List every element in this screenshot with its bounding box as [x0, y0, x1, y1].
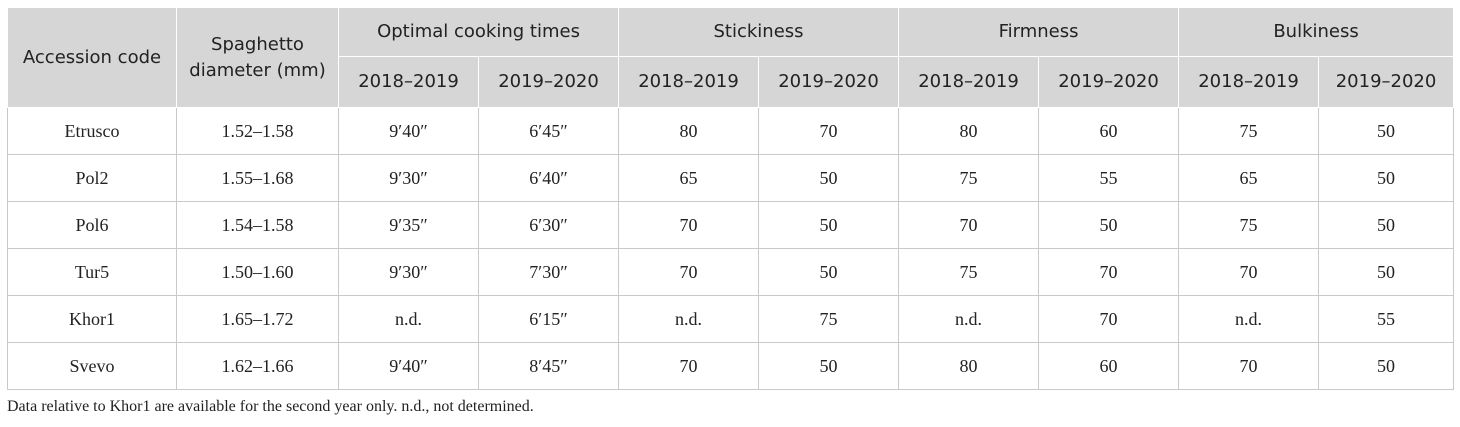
cell-bulkiness-2019: 50 — [1318, 154, 1455, 202]
cell-stickiness-2019: 70 — [758, 107, 900, 155]
table-body: Etrusco 1.52–1.58 9′40″ 6′45″ 80 70 80 6… — [7, 107, 1455, 390]
cell-firmness-2018: 80 — [898, 107, 1040, 155]
cell-bulkiness-2019: 55 — [1318, 295, 1455, 343]
cell-stickiness-2018: 80 — [618, 107, 760, 155]
cell-bulkiness-2018: 75 — [1178, 201, 1320, 249]
header-year: 2019–2020 — [758, 56, 900, 108]
cell-diameter: 1.52–1.58 — [176, 107, 339, 155]
cell-bulkiness-2019: 50 — [1318, 248, 1455, 296]
cell-cooking-2019: 6′45″ — [477, 107, 620, 155]
cell-stickiness-2019: 50 — [758, 342, 900, 390]
cell-bulkiness-2018: n.d. — [1178, 295, 1320, 343]
cell-bulkiness-2019: 50 — [1318, 107, 1455, 155]
header-row-years: 2018–2019 2019–2020 2018–2019 2019–2020 … — [8, 56, 1455, 108]
cell-stickiness-2019: 50 — [758, 248, 900, 296]
header-spaghetto-diameter: Spaghetto diameter (mm) — [176, 7, 339, 108]
cell-diameter: 1.50–1.60 — [176, 248, 339, 296]
cell-firmness-2019: 55 — [1038, 154, 1180, 202]
header-year: 2019–2020 — [1038, 56, 1180, 108]
cell-diameter: 1.65–1.72 — [176, 295, 339, 343]
cell-firmness-2018: n.d. — [898, 295, 1040, 343]
header-firmness: Firmness — [898, 7, 1180, 57]
cell-cooking-2019: 8′45″ — [477, 342, 620, 390]
cell-firmness-2018: 75 — [898, 248, 1040, 296]
header-year: 2019–2020 — [477, 56, 620, 108]
cell-cooking-2018: 9′40″ — [338, 107, 479, 155]
cell-accession: Khor1 — [7, 295, 177, 343]
cell-cooking-2018: 9′30″ — [338, 154, 479, 202]
cell-firmness-2018: 70 — [898, 201, 1040, 249]
table-row: Khor1 1.65–1.72 n.d. 6′15″ n.d. 75 n.d. … — [7, 295, 1455, 343]
cell-accession: Pol6 — [7, 201, 177, 249]
cell-bulkiness-2019: 50 — [1318, 201, 1455, 249]
cell-bulkiness-2018: 70 — [1178, 342, 1320, 390]
cell-cooking-2018: n.d. — [338, 295, 479, 343]
data-table: Accession code Spaghetto diameter (mm) O… — [7, 7, 1455, 390]
cell-cooking-2018: 9′35″ — [338, 201, 479, 249]
cell-firmness-2019: 60 — [1038, 107, 1180, 155]
cell-accession: Svevo — [7, 342, 177, 390]
cell-bulkiness-2018: 65 — [1178, 154, 1320, 202]
cell-accession: Pol2 — [7, 154, 177, 202]
cell-bulkiness-2019: 50 — [1318, 342, 1455, 390]
cell-firmness-2019: 70 — [1038, 248, 1180, 296]
cell-diameter: 1.55–1.68 — [176, 154, 339, 202]
cell-stickiness-2018: 70 — [618, 342, 760, 390]
cell-firmness-2018: 75 — [898, 154, 1040, 202]
cell-stickiness-2018: 70 — [618, 248, 760, 296]
table-row: Pol6 1.54–1.58 9′35″ 6′30″ 70 50 70 50 7… — [7, 201, 1455, 249]
header-bulkiness: Bulkiness — [1178, 7, 1455, 57]
cell-cooking-2019: 6′15″ — [477, 295, 620, 343]
cell-stickiness-2019: 75 — [758, 295, 900, 343]
header-year: 2019–2020 — [1318, 56, 1455, 108]
header-row-groups: Accession code Spaghetto diameter (mm) O… — [7, 7, 1455, 108]
cell-firmness-2019: 60 — [1038, 342, 1180, 390]
cell-cooking-2018: 9′40″ — [338, 342, 479, 390]
cell-bulkiness-2018: 70 — [1178, 248, 1320, 296]
header-year: 2018–2019 — [618, 56, 760, 108]
data-table-container: Accession code Spaghetto diameter (mm) O… — [7, 7, 1455, 390]
header-optimal-cooking-times: Optimal cooking times — [337, 7, 620, 57]
cell-stickiness-2019: 50 — [758, 154, 900, 202]
header-year: 2018–2019 — [898, 56, 1040, 108]
cell-stickiness-2018: n.d. — [618, 295, 760, 343]
cell-stickiness-2019: 50 — [758, 201, 900, 249]
table-footnote: Data relative to Khor1 are available for… — [7, 398, 534, 415]
cell-firmness-2019: 70 — [1038, 295, 1180, 343]
cell-firmness-2019: 50 — [1038, 201, 1180, 249]
cell-firmness-2018: 80 — [898, 342, 1040, 390]
cell-cooking-2019: 7′30″ — [477, 248, 620, 296]
header-year: 2018–2019 — [338, 56, 479, 108]
cell-bulkiness-2018: 75 — [1178, 107, 1320, 155]
cell-diameter: 1.62–1.66 — [176, 342, 339, 390]
header-year: 2018–2019 — [1178, 56, 1320, 108]
table-row: Etrusco 1.52–1.58 9′40″ 6′45″ 80 70 80 6… — [7, 107, 1455, 155]
cell-cooking-2019: 6′30″ — [477, 201, 620, 249]
cell-stickiness-2018: 65 — [618, 154, 760, 202]
table-row: Svevo 1.62–1.66 9′40″ 8′45″ 70 50 80 60 … — [7, 342, 1455, 390]
cell-accession: Etrusco — [7, 107, 177, 155]
cell-accession: Tur5 — [7, 248, 177, 296]
cell-cooking-2018: 9′30″ — [338, 248, 479, 296]
header-stickiness: Stickiness — [618, 7, 900, 57]
cell-diameter: 1.54–1.58 — [176, 201, 339, 249]
header-accession-code: Accession code — [7, 7, 177, 108]
table-row: Tur5 1.50–1.60 9′30″ 7′30″ 70 50 75 70 7… — [7, 248, 1455, 296]
cell-stickiness-2018: 70 — [618, 201, 760, 249]
table-row: Pol2 1.55–1.68 9′30″ 6′40″ 65 50 75 55 6… — [7, 154, 1455, 202]
cell-cooking-2019: 6′40″ — [477, 154, 620, 202]
